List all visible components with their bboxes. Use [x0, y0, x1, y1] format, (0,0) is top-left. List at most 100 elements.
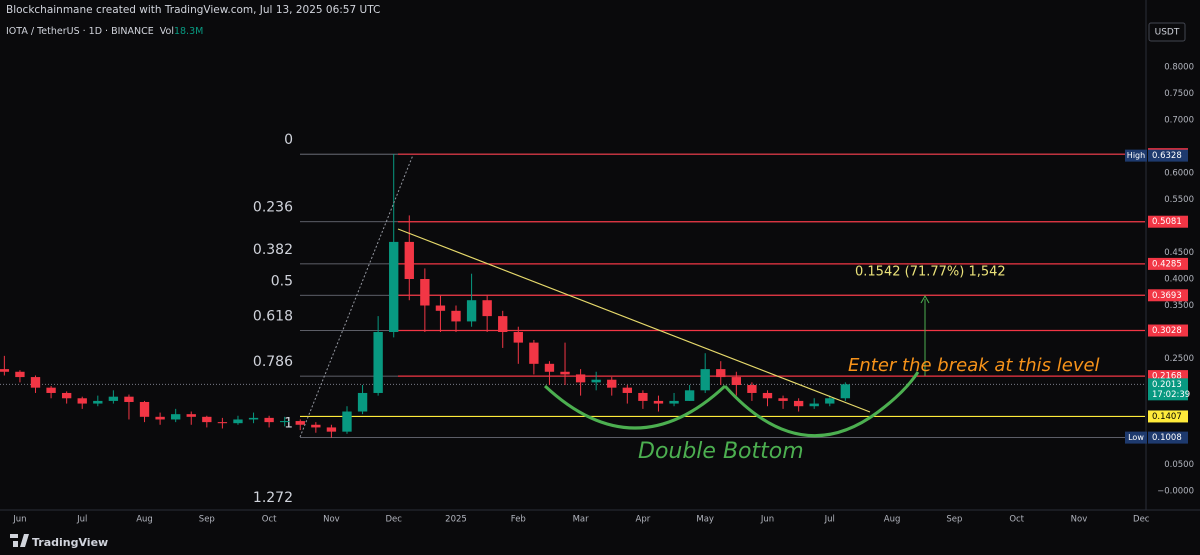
candle-body: [280, 421, 290, 423]
y-tick-label: 0.4000: [1164, 275, 1194, 285]
bottom-arc-2: [723, 371, 920, 438]
candle-body: [93, 400, 103, 404]
candle-body: [653, 400, 664, 404]
candle-body: [638, 392, 648, 401]
symbol-name: IOTA / TetherUS · 1D · BINANCE: [6, 26, 154, 37]
price-badges: 0.63550.6328High0.50810.42850.36930.3028…: [1125, 148, 1190, 444]
brand[interactable]: TradingView: [32, 536, 108, 549]
candle-body: [435, 305, 446, 311]
candle-body: [311, 424, 321, 428]
x-tick-label: Oct: [1009, 515, 1024, 525]
candle-body: [607, 379, 617, 388]
candle-body: [155, 416, 165, 420]
x-tick-label: Apr: [636, 515, 651, 525]
x-tick-label: Sep: [946, 515, 962, 525]
tag-badge: [1125, 431, 1147, 444]
candle-body: [389, 241, 399, 333]
candle-body: [357, 392, 368, 412]
fib-label: 0: [284, 132, 293, 148]
y-tick-label: 0.7500: [1164, 89, 1194, 99]
candle-body: [186, 414, 196, 417]
candle-body: [171, 414, 181, 420]
x-tick-label: May: [696, 515, 714, 525]
candle-body: [30, 377, 41, 388]
volume-value: 18.3M: [174, 26, 203, 37]
candle-body: [793, 400, 804, 407]
candle-body: [404, 241, 414, 280]
candle-body: [544, 363, 555, 372]
currency-box[interactable]: [1148, 22, 1186, 42]
candle-body: [46, 387, 56, 393]
plot-area: 0.8000 0.7500 0.7000 0.6000 0.5500 0.4500 0.40…: [0, 62, 1194, 525]
brand-logo: [10, 534, 29, 547]
x-tick-label: Mar: [573, 515, 590, 525]
price-badge: [1148, 431, 1188, 444]
bottom-arc-1: [543, 384, 727, 430]
candle-body: [684, 390, 695, 401]
x-tick-label: Jul: [76, 515, 87, 525]
candle-body: [840, 384, 851, 399]
tag-label: Low: [1128, 433, 1144, 442]
candle-body: [529, 342, 539, 364]
symbol: IOTA / TetherUS · 1D · BINANCE Vol18.3M: [6, 26, 203, 37]
measure-label: 0.1542 (71.77%) 1,542: [855, 265, 1006, 280]
candle-body: [466, 300, 477, 322]
price-badge: [1148, 289, 1188, 302]
price-badge-label: 0.5081: [1152, 217, 1182, 227]
volume-label: Vol: [160, 26, 174, 37]
currency: USDT: [1155, 28, 1180, 38]
pattern-annotation: Double Bottom: [638, 439, 804, 464]
fib-label: 0.786: [253, 354, 293, 370]
y-tick-label: 0.7000: [1164, 116, 1194, 126]
candle-body: [700, 369, 710, 391]
x-tick-label: Jul: [824, 515, 835, 525]
fib-label: 0.618: [253, 309, 293, 325]
price-badge: [1148, 378, 1188, 401]
fib-label: 1.272: [253, 490, 293, 506]
tag-badge: [1125, 149, 1147, 162]
candle-body: [591, 379, 601, 383]
candle-body: [482, 300, 492, 317]
candle-body: [342, 411, 352, 432]
fib-label: 0.382: [253, 242, 293, 258]
x-tick-label: Oct: [262, 515, 277, 525]
price-badge-label: 0.3028: [1152, 326, 1182, 336]
price-badge-label: 0.1008: [1152, 433, 1182, 443]
candle-body: [809, 403, 819, 407]
price-badge: [1148, 257, 1188, 270]
trendline: [397, 228, 871, 413]
x-tick-label: Feb: [511, 515, 526, 525]
y-tick-label: 0.6000: [1164, 169, 1194, 179]
candle-body: [139, 401, 150, 417]
x-tick-label: 2025: [445, 515, 467, 525]
countdown: 17:02:39: [1152, 390, 1190, 400]
x-tick-label: Sep: [199, 515, 215, 525]
y-tick-label: 0.8000: [1164, 62, 1194, 72]
candle-body: [731, 377, 742, 386]
y-tick-label: 0.2500: [1164, 354, 1194, 364]
candle-body: [0, 369, 10, 372]
y-tick-label: 0.4500: [1164, 248, 1194, 258]
price-badge-label: 0.2013: [1152, 380, 1182, 390]
price-badge-label: 0.4285: [1152, 259, 1182, 269]
entry-annotation: Enter the break at this level: [848, 355, 1100, 376]
fib-label: 1: [284, 416, 293, 432]
candle-body: [575, 374, 586, 383]
candle-body: [108, 396, 119, 401]
x-tick-label: Nov: [323, 515, 340, 525]
y-tick-label: −0.0000: [1157, 487, 1194, 497]
price-badge: [1148, 410, 1188, 423]
price-badge-label: 0.3693: [1152, 291, 1182, 301]
price-badge-label: 0.6328: [1152, 151, 1182, 161]
candle-body: [747, 385, 757, 393]
tag-label: High: [1127, 151, 1145, 160]
candle-body: [248, 417, 259, 420]
x-tick-label: Aug: [136, 515, 153, 525]
candle-body: [77, 398, 87, 404]
y-tick-label: 0.3500: [1164, 301, 1194, 311]
candle-body: [326, 427, 337, 432]
candle-body: [825, 398, 835, 404]
measure-arrow-head: [920, 294, 930, 304]
